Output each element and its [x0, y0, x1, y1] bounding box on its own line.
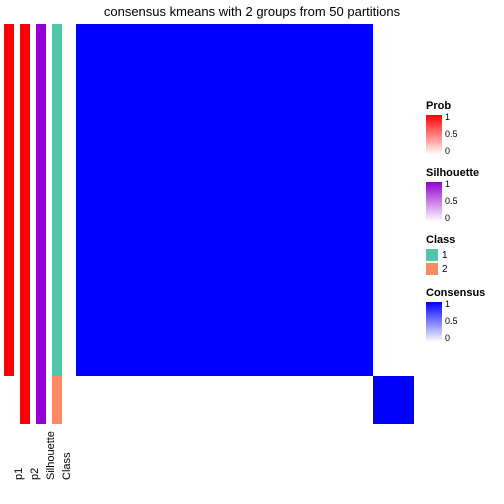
- annot-seg: [52, 376, 62, 424]
- heatmap-block: [76, 24, 373, 376]
- chart-title: consensus kmeans with 2 groups from 50 p…: [0, 4, 504, 19]
- gradient-tick: 1: [445, 300, 450, 309]
- x-axis-labels: p1 p2 Silhouette Class: [0, 424, 420, 504]
- gradient-tick: 0: [445, 334, 450, 343]
- legend-item: 1: [426, 249, 502, 261]
- x-label-class: Class: [61, 452, 73, 480]
- annot-seg: [20, 24, 30, 424]
- annot-col-silhouette: [36, 24, 46, 424]
- legend-prob: Prob10.50: [426, 100, 502, 155]
- heatmap-block: [76, 376, 373, 424]
- legend-panel: Prob10.50Silhouette10.50Class12Consensus…: [426, 100, 502, 354]
- annot-col-class: [52, 24, 62, 424]
- heatmap-block: [373, 24, 414, 376]
- legend-title: Prob: [426, 100, 502, 112]
- consensus-heatmap: [76, 24, 414, 424]
- gradient-tick: 0.5: [445, 317, 458, 326]
- legend-title: Consensus: [426, 287, 502, 299]
- gradient-tick: 0.5: [445, 197, 458, 206]
- gradient-swatch: [426, 302, 442, 342]
- plot-area: [0, 24, 420, 424]
- gradient-tick: 0.5: [445, 130, 458, 139]
- legend-swatch: [426, 263, 438, 275]
- gradient-swatch: [426, 182, 442, 222]
- legend-class: Class 1 2: [426, 234, 502, 275]
- annot-seg: [36, 24, 46, 424]
- gradient-tick: 1: [445, 113, 450, 122]
- gradient-tick: 1: [445, 180, 450, 189]
- legend-swatch: [426, 249, 438, 261]
- gradient-swatch: [426, 115, 442, 155]
- legend-label: 2: [442, 264, 448, 275]
- legend-title: Class: [426, 234, 502, 246]
- gradient-ticks: 10.50: [445, 115, 475, 155]
- legend-consensus: Consensus10.50: [426, 287, 502, 342]
- annot-seg: [4, 376, 14, 424]
- x-label-p2: p2: [29, 468, 41, 480]
- legend-label: 1: [442, 250, 448, 261]
- x-label-p1: p1: [13, 468, 25, 480]
- legend-item: 2: [426, 263, 502, 275]
- gradient-tick: 0: [445, 214, 450, 223]
- x-label-silhouette: Silhouette: [45, 431, 57, 480]
- legend-silhouette: Silhouette10.50: [426, 167, 502, 222]
- gradient-ticks: 10.50: [445, 182, 475, 222]
- gradient-ticks: 10.50: [445, 302, 475, 342]
- annot-col-p2: [20, 24, 30, 424]
- gradient-tick: 0: [445, 147, 450, 156]
- annot-seg: [52, 24, 62, 376]
- legend-title: Silhouette: [426, 167, 502, 179]
- annot-seg: [4, 24, 14, 376]
- annot-col-p1: [4, 24, 14, 424]
- heatmap-block: [373, 376, 414, 424]
